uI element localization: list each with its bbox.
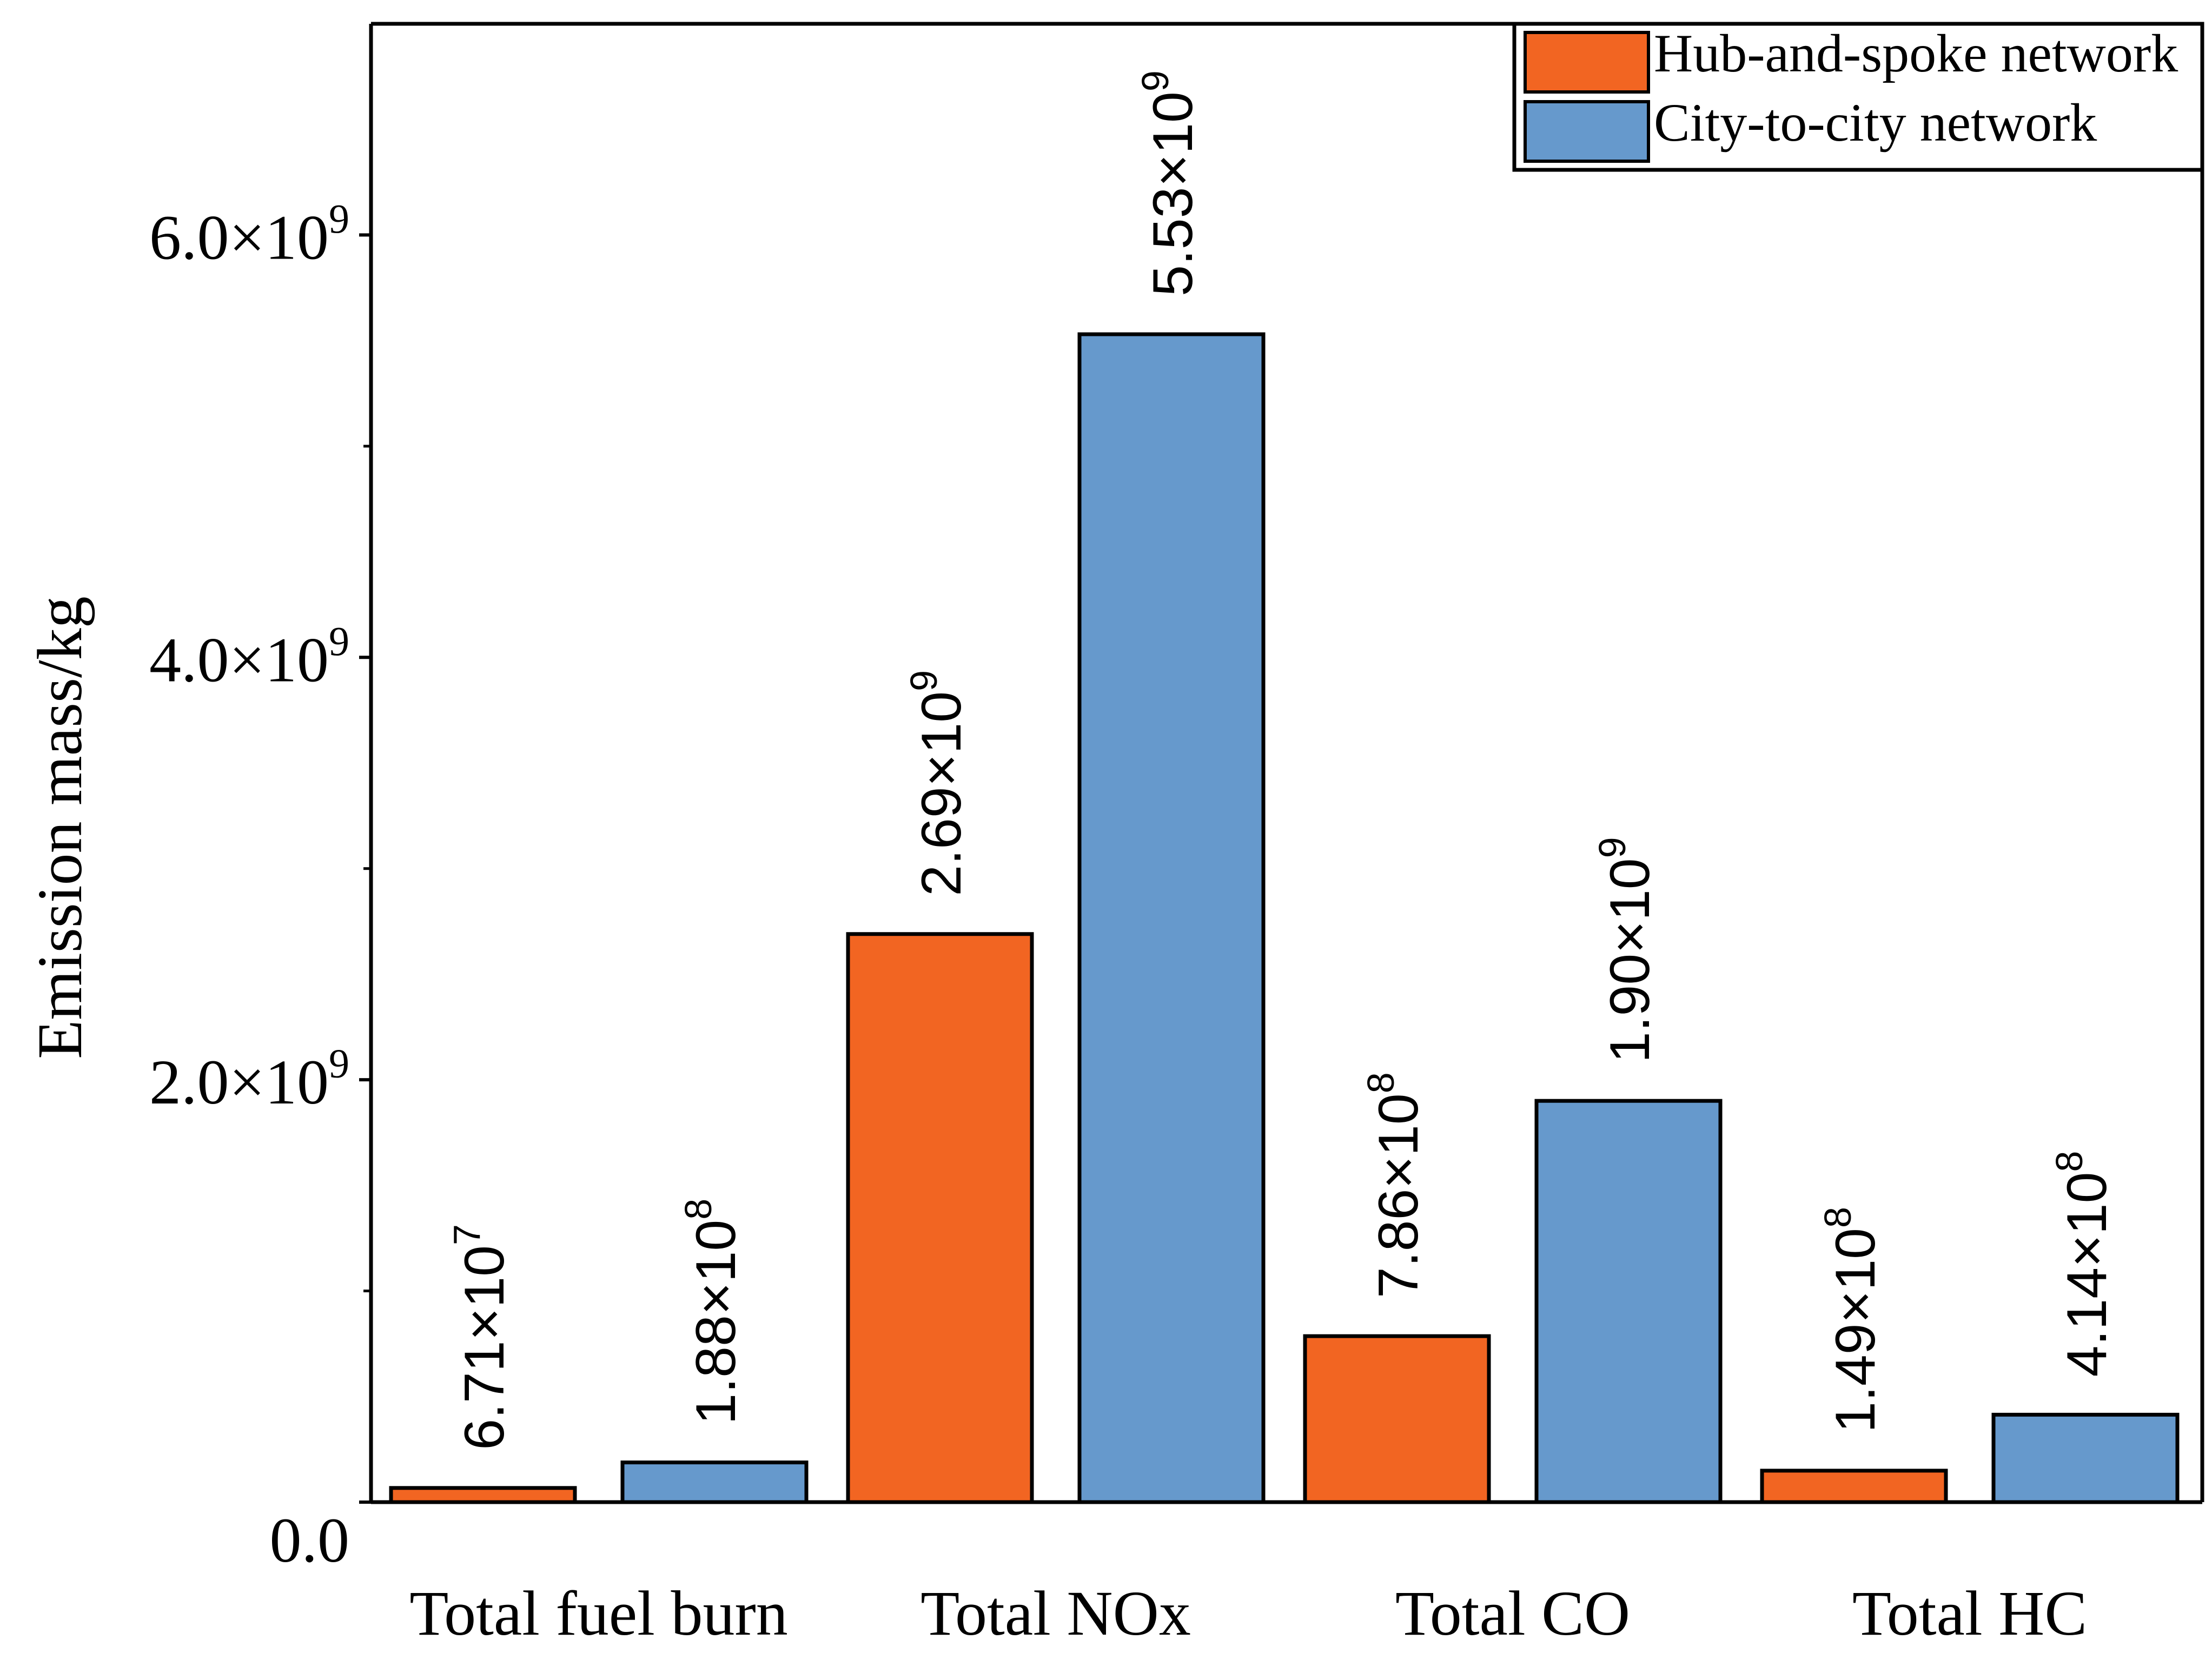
bar-city-to-city-network-total-co [1534, 1099, 1723, 1504]
bar-value-label: 4.14×108 [2048, 1151, 2118, 1377]
bar-city-to-city-network-total-nox [1077, 332, 1266, 1504]
y-tick-label: 4.0×109 [149, 619, 349, 695]
y-axis-title: Emission mass/kg [24, 596, 95, 1059]
bar-labels: 6.71×107 1.88×108 2.69×109 5.53×109 7.86×108… [446, 70, 2118, 1450]
bar-value-label: 2.69×109 [903, 670, 973, 896]
bar-value-label: 1.90×109 [1591, 837, 1661, 1063]
x-tick-label-total-hc: Total HC [1852, 1578, 2087, 1649]
bar-value-label: 1.88×108 [677, 1199, 747, 1425]
y-tick-label: 6.0×109 [149, 196, 349, 273]
x-tick-label-total-co: Total CO [1395, 1578, 1630, 1649]
x-tick-label-total-nox: Total NOx [920, 1578, 1191, 1649]
y-tick-label: 0.0 [270, 1505, 350, 1576]
bar-value-label: 5.53×109 [1134, 70, 1204, 296]
legend: Hub-and-spoke network City-to-city netwo… [1512, 22, 2204, 172]
bars [389, 332, 2180, 1504]
legend-label-city-to-city: City-to-city network [1654, 92, 2097, 153]
legend-swatch-city-to-city [1524, 100, 1650, 163]
legend-label-hub-and-spoke: Hub-and-spoke network [1654, 23, 2178, 83]
x-tick-label-total-fuel-burn: Total fuel burn [409, 1578, 788, 1649]
bar-hub-and-spoke-network-total-fuel-burn [389, 1486, 577, 1504]
bar-city-to-city-network-total-fuel-burn [620, 1460, 809, 1504]
bar-value-label: 7.86×108 [1360, 1072, 1430, 1298]
bar-value-label: 1.49×108 [1817, 1207, 1887, 1433]
bar-hub-and-spoke-network-total-hc [1760, 1469, 1948, 1504]
x-tick-labels: Total fuel burn Total NOx Total CO Total HC [409, 1578, 2087, 1649]
bar-value-label: 6.71×107 [446, 1224, 516, 1450]
legend-swatch-hub-and-spoke [1524, 31, 1650, 94]
bar-hub-and-spoke-network-total-co [1303, 1334, 1491, 1504]
bar-hub-and-spoke-network-total-nox [846, 932, 1034, 1504]
bar-city-to-city-network-total-hc [1991, 1412, 2180, 1504]
y-ticks: 0.0 2.0×109 4.0×109 6.0×109 [149, 196, 371, 1576]
y-tick-label: 2.0×109 [149, 1041, 349, 1118]
